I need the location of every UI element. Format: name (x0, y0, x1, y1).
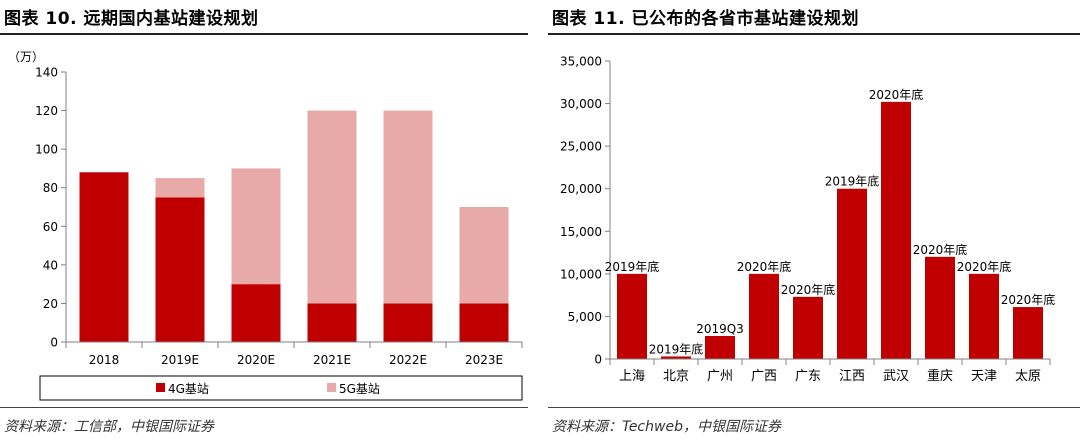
x-tick-label: 2019E (161, 353, 199, 367)
bar-4g-2021e (307, 303, 357, 342)
bar-5 (837, 188, 867, 359)
y-tick-label: 80 (43, 181, 58, 195)
bar-chart-city-base-stations: 0 5,000 10,000 15,000 20,000 25,000 30,000 35,0… (560, 55, 1056, 385)
x-tick-label: 广州 (707, 369, 733, 384)
y-axis-unit-label: （万） (8, 50, 44, 64)
y-tick-label: 10,000 (560, 267, 602, 281)
x-tick-label: 北京 (663, 369, 689, 384)
bar-annotation: 2020年底 (913, 242, 968, 257)
bar-annotation: 2019年底 (649, 341, 704, 356)
x-tick-label: 江西 (839, 369, 865, 384)
bar-0 (617, 273, 647, 359)
left-figure-title: 图表 10. 远期国内基站建设规划 (4, 9, 259, 29)
y-tick-label: 100 (35, 143, 58, 157)
legend-box (39, 375, 523, 401)
y-tick-label: 15,000 (560, 225, 602, 239)
y-tick-label: 0 (50, 336, 58, 350)
bar-4g-2022e (383, 303, 433, 342)
y-tick-label: 20,000 (560, 182, 602, 196)
x-tick-label: 2022E (389, 353, 427, 367)
legend-label-5g: 5G基站 (339, 382, 380, 396)
x-tick-label: 太原 (1015, 369, 1041, 384)
left-panel: 图表 10. 远期国内基站建设规划 （万） 0 20 40 60 80 100 120 140 2… (0, 0, 528, 442)
bar-annotation: 2020年底 (737, 259, 792, 274)
y-tick-label: 35,000 (560, 55, 602, 69)
bar-annotation: 2020年底 (781, 282, 836, 297)
x-tick-label: 2023E (465, 353, 503, 367)
bar-5g-2022e (383, 110, 433, 304)
bar-annotation: 2019Q3 (696, 322, 744, 336)
y-tick-label: 30,000 (560, 97, 602, 111)
x-tick-label: 广东 (795, 369, 821, 384)
x-tick-label: 2021E (313, 353, 351, 367)
y-tick-label: 0 (594, 353, 602, 367)
bar-2 (705, 336, 735, 359)
bar-7 (925, 256, 955, 359)
y-tick-label: 20 (43, 297, 58, 311)
x-tick-label: 天津 (971, 369, 997, 384)
y-tick-label: 60 (43, 220, 58, 234)
left-title-rule (0, 33, 528, 35)
bar-6 (881, 101, 911, 360)
bar-5g-2020e (231, 168, 281, 285)
bar-4 (793, 296, 823, 359)
left-source-note: 资料来源：工信部，中银国际证券 (4, 419, 214, 435)
right-source-note: 资料来源：Techweb，中银国际证券 (552, 419, 781, 435)
x-tick-label: 上海 (619, 369, 645, 384)
bar-5g-2019e (155, 178, 205, 198)
right-title-rule (548, 33, 1080, 35)
right-bottom-rule (548, 407, 1080, 408)
right-figure-title: 图表 11. 已公布的各省市基站建设规划 (552, 9, 859, 29)
bar-annotation: 2020年底 (869, 87, 924, 102)
x-tick-label: 武汉 (883, 369, 909, 384)
bar-4g-2018 (79, 172, 129, 342)
x-tick-label: 2018 (89, 353, 120, 367)
bar-annotation: 2020年底 (957, 259, 1012, 274)
bar-4g-2020e (231, 284, 281, 342)
bar-annotation: 2019年底 (605, 259, 660, 274)
bar-5g-2023e (459, 207, 509, 304)
x-tick-label: 2020E (237, 353, 275, 367)
bar-5g-2021e (307, 110, 357, 304)
bar-9 (1013, 307, 1043, 359)
legend-swatch-5g (327, 383, 336, 392)
bar-4g-2019e (155, 197, 205, 342)
bar-8 (969, 273, 999, 359)
left-bottom-rule (0, 407, 528, 408)
y-tick-label: 25,000 (560, 140, 602, 154)
y-tick-label: 40 (43, 258, 58, 272)
bar-4g-2023e (459, 303, 509, 342)
legend-label-4g: 4G基站 (168, 382, 209, 396)
x-tick-label: 重庆 (927, 368, 953, 384)
bar-3 (749, 273, 779, 359)
x-tick-label: 广西 (751, 369, 777, 384)
y-tick-label: 5,000 (568, 310, 602, 324)
bar-1 (661, 356, 691, 359)
right-panel: 图表 11. 已公布的各省市基站建设规划 0 5,000 10,000 15,000 2… (548, 0, 1080, 442)
bar-annotation: 2019年底 (825, 174, 880, 189)
y-tick-label: 120 (35, 104, 58, 118)
stacked-bar-chart-base-stations: （万） 0 20 40 60 80 100 120 140 2018 2019E 2020E 2021E… (8, 50, 523, 401)
legend-swatch-4g (156, 383, 165, 392)
y-tick-label: 140 (35, 66, 58, 80)
bar-annotation: 2020年底 (1001, 292, 1056, 307)
